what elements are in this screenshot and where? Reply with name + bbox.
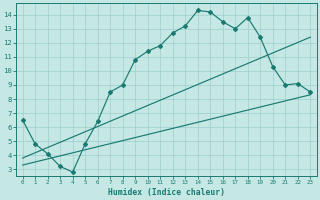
X-axis label: Humidex (Indice chaleur): Humidex (Indice chaleur) (108, 188, 225, 197)
